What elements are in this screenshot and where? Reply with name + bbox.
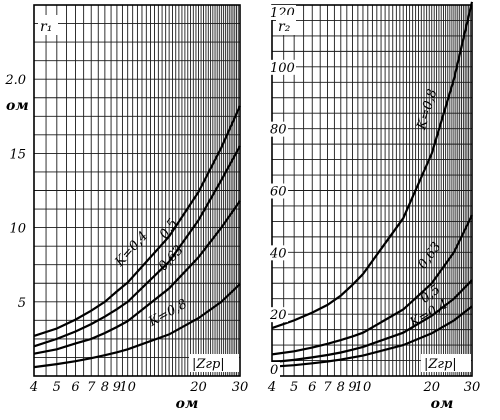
y-tick-label: 0 [270, 363, 278, 378]
y-unit-label: ом [6, 98, 29, 114]
series-label: 0,5 [157, 216, 181, 242]
x-tick-label: 5 [53, 380, 61, 395]
x-tick-label: 8 [101, 380, 109, 395]
panel-label: r₁ [40, 19, 52, 35]
x-tick-label: 6 [308, 380, 316, 395]
y-tick-label: 60 [270, 185, 287, 200]
series-curve [271, 214, 473, 356]
y-tick-label: 100 [270, 61, 295, 76]
x-tick-label: 10 [119, 380, 136, 395]
series-curve [271, 279, 473, 364]
tick-label-background [268, 183, 288, 199]
plot-frame [33, 4, 241, 377]
x-unit-label: ом [176, 396, 199, 412]
x-tick-label: 20 [189, 380, 207, 395]
left-panel-r1: K=0,4 0,50,63K=0,84 5 6 7 8 910 20 30510152.0r₁|… [4, 4, 249, 412]
y-tick-label: 10 [9, 222, 26, 237]
horizontal-grid [34, 4, 240, 377]
x-tick-label: 4 [29, 380, 38, 395]
series-curve [33, 105, 242, 337]
series-curve [33, 200, 241, 355]
panel-label: r₂ [278, 19, 291, 35]
series-label-group: 0,63 [415, 240, 444, 272]
x-tick-label: 5 [290, 380, 298, 395]
x-tick-label: 6 [71, 380, 79, 395]
series-curve [33, 283, 241, 369]
tick-label-background [268, 307, 288, 323]
y-tick-label: 5 [18, 296, 26, 311]
x-tick-label: 8 [337, 380, 345, 395]
tick-label-background [268, 362, 280, 377]
y-tick-label: 15 [9, 147, 26, 162]
y-tick-label: 40 [269, 246, 287, 261]
x-tick-label: 9 [348, 380, 356, 395]
x-tick-label: 10 [355, 380, 372, 395]
tick-label-background [268, 59, 296, 75]
series-label: 0,63 [415, 240, 444, 272]
y-tick-label: 20 [269, 308, 287, 323]
x-tick-label: 7 [87, 380, 96, 395]
x-unit-label: ом [431, 396, 454, 412]
x-tick-label: 9 [113, 380, 121, 395]
panel-label-background [276, 15, 296, 35]
x-tick-label: 7 [323, 380, 332, 395]
series-label-group: 0,5 [157, 216, 181, 242]
tick-label-background [268, 121, 288, 137]
axis-label-background [421, 354, 471, 372]
y-tick-label: 80 [270, 123, 287, 138]
x-tick-label: 20 [422, 380, 440, 395]
x-tick-label: 4 [267, 380, 276, 395]
series-curve [271, 1, 474, 330]
x-tick-label: 30 [232, 380, 249, 395]
series-curve [271, 305, 473, 368]
right-panel-r2: K=0,80,630,5K=0,44 5 6 7 8 910 20 3002040608010… [267, 1, 481, 412]
axis-label-background [189, 354, 239, 372]
x-axis-label: |Zгр| [192, 357, 225, 372]
panel-label-background [38, 15, 58, 35]
tick-label-background [268, 245, 288, 261]
series-curve [33, 145, 241, 348]
y-tick-label: 2.0 [4, 73, 26, 88]
x-axis-label: |Zгр| [424, 357, 457, 372]
x-tick-label: 30 [464, 380, 481, 395]
